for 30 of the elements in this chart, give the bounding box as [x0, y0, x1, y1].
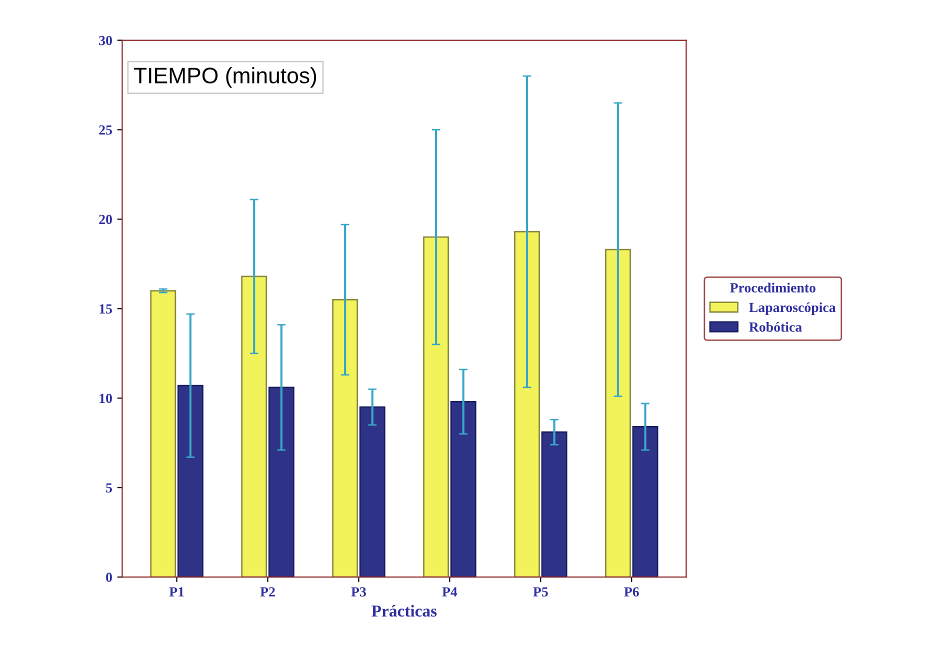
bar: [450, 401, 476, 578]
x-tick-label: P6: [624, 587, 639, 597]
y-tick-label: 0: [106, 572, 112, 582]
bar: [332, 299, 358, 578]
x-tick-label: P3: [351, 587, 366, 597]
y-tick-label: 20: [99, 214, 112, 224]
y-tick-label: 25: [99, 125, 112, 135]
y-tick-label: 5: [106, 483, 112, 493]
y-tick-label: 30: [99, 36, 112, 46]
bar: [514, 231, 540, 578]
bar: [241, 276, 268, 578]
bar: [359, 406, 386, 578]
x-axis-title: Prácticas: [372, 604, 437, 617]
bar: [177, 384, 204, 578]
bar: [541, 431, 568, 578]
y-tick-label: 10: [100, 394, 112, 404]
text: TIEMPO (minutos): [134, 67, 316, 88]
x-tick-label: P4: [442, 587, 458, 596]
x-tick-label: P1: [169, 587, 184, 596]
x-tick-label: P5: [533, 587, 548, 597]
y-tick-label: 15: [100, 304, 112, 314]
legend-label: Laparoscópica: [749, 302, 836, 315]
bar: [605, 248, 631, 578]
bar: [268, 386, 294, 578]
bar: [423, 236, 450, 578]
bar: [632, 426, 658, 578]
bar: [150, 290, 176, 578]
legend-title: Procedimiento: [730, 282, 816, 293]
x-tick-label: P2: [260, 587, 275, 596]
legend-label: Robótica: [749, 322, 802, 332]
